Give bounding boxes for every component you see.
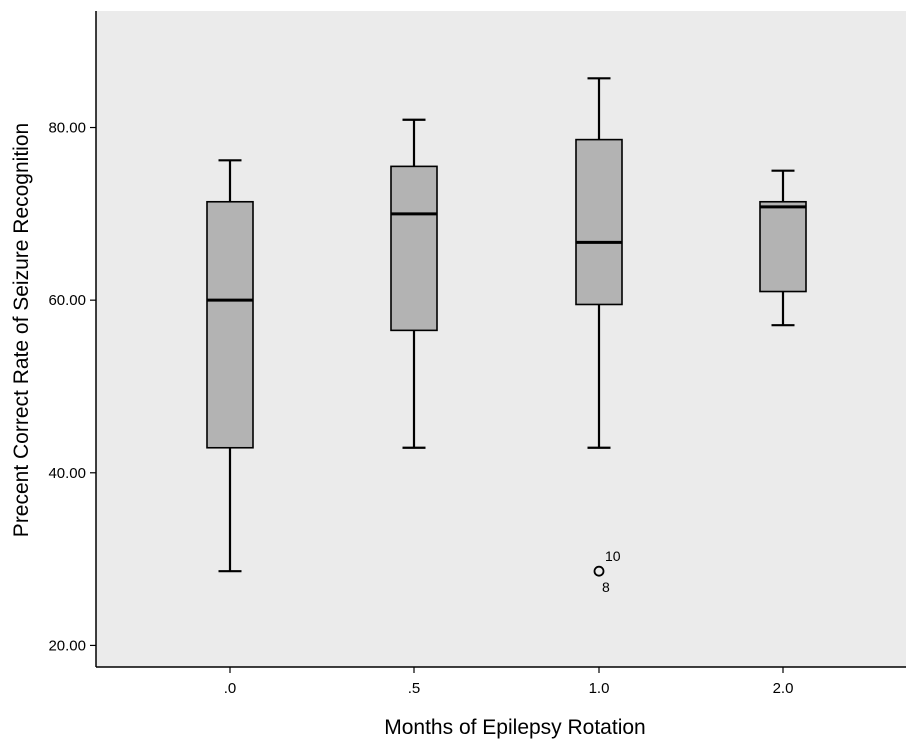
- box-2: [390, 118, 438, 449]
- x-tick-label: .0: [224, 680, 237, 697]
- box-iqr: [759, 200, 807, 293]
- y-tick-label: 80.00: [48, 120, 86, 137]
- x-tick-label: .5: [408, 680, 421, 697]
- boxes-group: 10 8: [206, 77, 807, 595]
- box-iqr: [390, 165, 438, 332]
- x-tick-label: 1.0: [589, 680, 610, 697]
- box-1: [206, 159, 254, 573]
- x-axis-label: Months of Epilepsy Rotation: [384, 716, 645, 739]
- y-tick-label: 20.00: [48, 637, 86, 654]
- box-3: 10 8: [575, 77, 623, 595]
- y-axis-label: Precent Correct Rate of Seizure Recognit…: [10, 123, 33, 537]
- box-iqr: [575, 138, 623, 306]
- box-iqr: [206, 200, 254, 449]
- x-tick-label: 2.0: [773, 680, 794, 697]
- outlier-label: 8: [602, 579, 610, 595]
- y-tick-label: 40.00: [48, 465, 86, 482]
- outlier-point: [593, 565, 605, 577]
- x-axis: .0 .5 1.0 2.0: [96, 666, 906, 697]
- y-axis: 20.00 40.00 60.00 80.00: [48, 11, 97, 667]
- y-tick-label: 60.00: [48, 292, 86, 309]
- box-4: [759, 169, 807, 327]
- outlier-label: 10: [605, 548, 621, 564]
